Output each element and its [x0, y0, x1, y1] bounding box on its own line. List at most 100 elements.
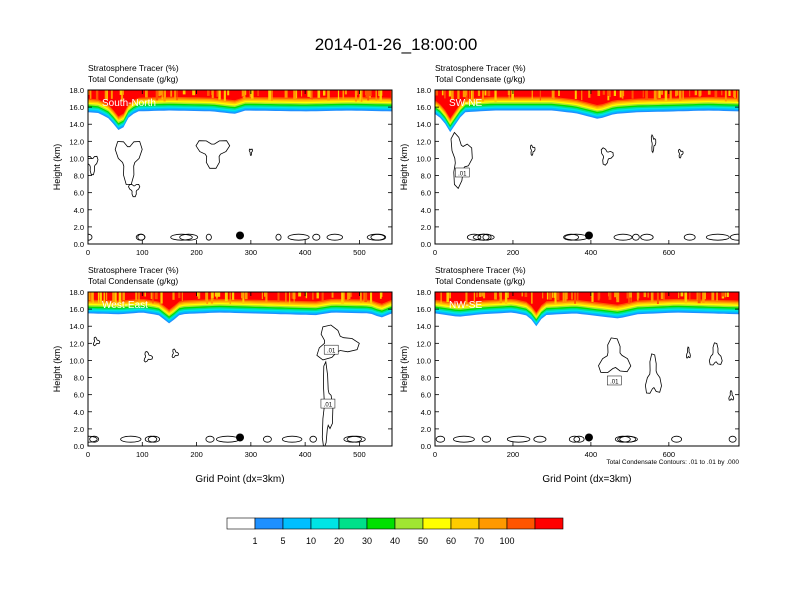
tracer-streak	[316, 292, 319, 299]
tracer-streak	[110, 90, 112, 99]
tracer-streak	[150, 292, 153, 300]
x-tick-label: 200	[507, 450, 520, 459]
contour-line	[644, 353, 662, 394]
y-tick-label: 16.0	[416, 305, 431, 314]
y-tick-label: 8.0	[421, 374, 431, 383]
x-tick-label: 400	[585, 450, 598, 459]
tracer-streak	[359, 90, 363, 102]
tracer-streak	[368, 90, 372, 96]
tracer-streak	[111, 90, 113, 99]
contour-label: .01	[458, 171, 467, 177]
y-tick-label: 14.0	[416, 120, 431, 129]
contour-line	[205, 233, 212, 241]
tracer-streak	[504, 292, 508, 304]
tracer-streak	[676, 90, 679, 96]
tracer-streak	[724, 292, 727, 298]
contour-line	[568, 435, 581, 443]
y-tick-label: 0.0	[421, 442, 431, 451]
contour-line	[650, 133, 657, 154]
contour-line	[88, 155, 99, 176]
colorbar-swatch	[366, 517, 396, 530]
left-string-1: Stratosphere Tracer (%)	[435, 265, 526, 275]
x-tick-label: 500	[353, 248, 366, 257]
tracer-streak	[114, 292, 117, 304]
tracer-streak	[440, 292, 442, 303]
panel-label: SW-NE	[449, 98, 482, 109]
tracer-streak	[698, 90, 701, 97]
colorbar-label: 50	[418, 536, 428, 546]
contour-line	[482, 233, 492, 241]
tracer-streak	[487, 90, 491, 97]
tracer-streak	[724, 90, 726, 102]
tracer-streak	[562, 292, 564, 302]
tracer-streak	[629, 292, 632, 298]
tracer-streak	[152, 292, 154, 304]
tracer-streak	[631, 90, 634, 99]
tracer-streak	[342, 90, 345, 100]
tracer-streak	[565, 292, 568, 300]
tracer-streak	[609, 90, 611, 98]
x-tick-label: 300	[245, 450, 258, 459]
y-tick-label: 18.0	[416, 288, 431, 297]
tracer-streak	[626, 292, 630, 299]
tracer-streak	[364, 292, 368, 303]
tracer-streak	[471, 90, 474, 101]
plot-area: .01	[435, 90, 739, 244]
y-tick-label: 6.0	[74, 391, 84, 400]
tracer-streak	[211, 90, 214, 99]
tracer-streak	[725, 90, 727, 102]
tracer-streak	[661, 90, 663, 95]
tracer-streak	[217, 292, 221, 297]
tracer-streak	[227, 90, 230, 96]
plot-area: .01	[435, 292, 739, 446]
tracer-streak	[145, 90, 148, 98]
tracer-streak	[656, 90, 659, 98]
y-tick-label: 6.0	[421, 189, 431, 198]
y-tick-label: 12.0	[416, 339, 431, 348]
tracer-streak	[714, 90, 718, 99]
contour-line	[309, 435, 317, 443]
tracer-streak	[90, 292, 93, 303]
tracer-streaks	[440, 292, 729, 304]
y-tick-label: 14.0	[69, 322, 84, 331]
tracer-streak	[105, 292, 108, 300]
colorbar-label: 60	[446, 536, 456, 546]
tracer-streak	[192, 90, 196, 96]
tracer-streak	[446, 292, 450, 303]
tracer-streak	[548, 292, 552, 300]
tracer-streak	[216, 90, 219, 97]
tracer-streak	[307, 90, 311, 97]
contour-line	[205, 435, 215, 443]
tracer-streak	[176, 90, 178, 101]
panel-label: NW-SE	[449, 300, 482, 311]
panel-label: South-North	[102, 98, 156, 109]
tracer-streak	[556, 292, 560, 301]
tracer-streak	[359, 292, 362, 303]
tracer-streak	[663, 292, 665, 301]
contour-line	[147, 435, 160, 443]
tracer-streak	[689, 90, 691, 97]
contour-line	[683, 233, 696, 241]
tracer-streak	[119, 90, 123, 95]
tracer-streak	[465, 292, 467, 298]
tracer-streak	[268, 90, 271, 101]
y-tick-label: 4.0	[421, 206, 431, 215]
tracer-streak	[301, 90, 303, 97]
location-marker	[236, 433, 244, 442]
tracer-streak	[211, 292, 214, 298]
tracer-streak	[494, 90, 497, 102]
tracer-streak	[285, 292, 287, 302]
tracer-streak	[92, 292, 94, 304]
colorbar: 1 5 10 20 30 40 50 60 70 100	[226, 517, 564, 546]
tracer-streak	[737, 90, 739, 102]
contour-line	[705, 233, 730, 241]
tracer-streak	[311, 90, 313, 100]
tracer-streak	[660, 292, 664, 299]
location-marker	[236, 231, 244, 240]
tracer-streak	[658, 90, 661, 98]
tracer-streak	[531, 90, 533, 99]
contour-line	[728, 435, 737, 443]
tracer-streak	[378, 90, 380, 97]
tracer-streak	[521, 292, 523, 297]
plot-frame	[434, 291, 740, 447]
